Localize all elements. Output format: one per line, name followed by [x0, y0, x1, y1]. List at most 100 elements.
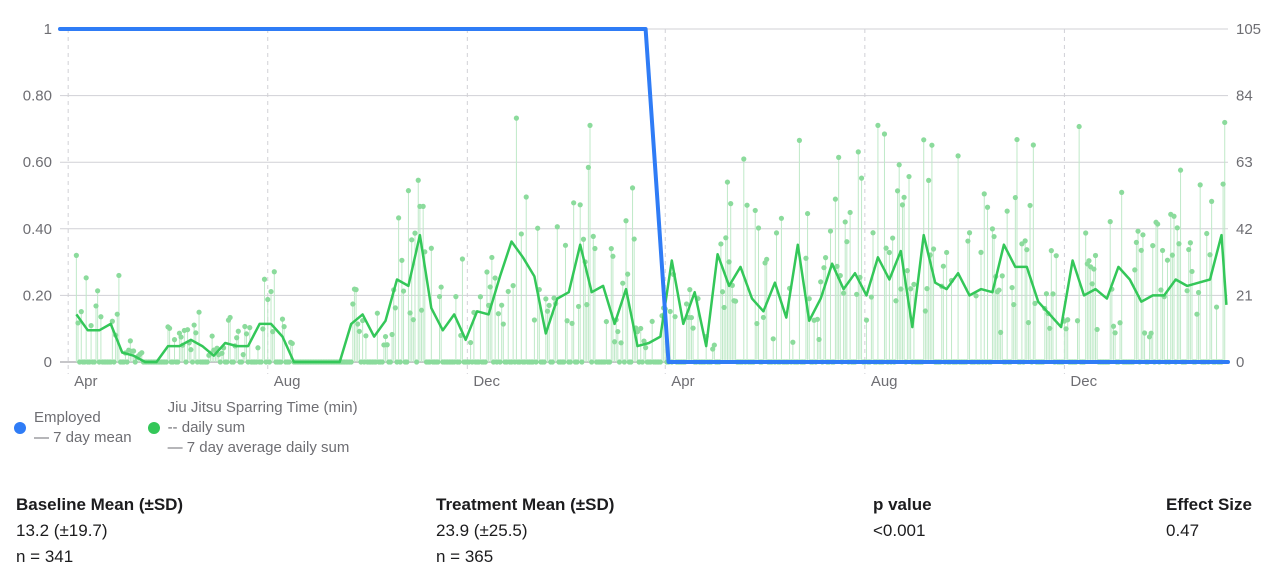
- daily-sum-point: [234, 335, 240, 341]
- daily-sum-point: [616, 359, 623, 365]
- daily-sum-point: [638, 325, 644, 332]
- daily-sum-point: [111, 359, 117, 365]
- daily-sum-point: [930, 246, 937, 252]
- daily-sum-point: [482, 359, 488, 365]
- daily-sum-point: [883, 245, 889, 251]
- daily-sum-point: [389, 331, 395, 338]
- daily-sum-point: [1148, 330, 1154, 336]
- daily-sum-point: [178, 334, 184, 340]
- daily-sum-point: [477, 294, 484, 300]
- daily-sum-point: [803, 255, 809, 261]
- daily-sum-point: [844, 239, 850, 245]
- daily-sum-point: [356, 328, 362, 334]
- daily-sum-point: [348, 359, 354, 365]
- daily-sum-point: [1204, 230, 1210, 237]
- daily-sum-point: [1050, 291, 1056, 297]
- daily-sum-point: [894, 188, 901, 194]
- daily-sum-point: [428, 245, 434, 251]
- daily-sum-point: [1197, 182, 1203, 188]
- daily-sum-point: [350, 301, 356, 307]
- daily-sum-point: [1048, 248, 1054, 254]
- daily-sum-point: [896, 162, 902, 168]
- daily-sum-point: [384, 342, 390, 348]
- daily-sum-point: [1022, 238, 1028, 244]
- daily-sum-point: [592, 245, 598, 252]
- daily-sum-point: [1089, 281, 1095, 287]
- daily-sum-point: [870, 230, 876, 236]
- daily-sum-stems: [75, 118, 1226, 362]
- daily-sum-point: [978, 249, 984, 255]
- daily-sum-point: [1004, 208, 1010, 214]
- daily-sum-point: [188, 347, 194, 353]
- daily-sum-point: [1074, 318, 1081, 324]
- y-right-tick-label: 105: [1236, 21, 1261, 38]
- daily-sum-point: [396, 215, 402, 221]
- daily-sum-point: [1171, 213, 1177, 219]
- daily-sum-point: [649, 318, 655, 325]
- daily-sum-point: [806, 296, 812, 302]
- daily-sum-point: [752, 207, 758, 214]
- daily-sum-point: [1065, 317, 1071, 323]
- daily-sum-point: [688, 314, 695, 321]
- daily-sum-point: [489, 254, 495, 261]
- legend-item-employed[interactable]: Employed — 7 day mean: [14, 398, 132, 458]
- daily-sum-point: [374, 310, 380, 316]
- daily-sum-point: [590, 233, 596, 239]
- y-axis-right: 0 21 42 63 84 105: [1236, 21, 1261, 371]
- daily-sum-point: [966, 230, 973, 236]
- daily-sum-point: [1159, 247, 1166, 254]
- daily-sum-point: [78, 309, 84, 315]
- daily-sum-point: [1091, 266, 1097, 272]
- daily-sum-point: [543, 296, 549, 302]
- daily-sum-point: [579, 359, 585, 365]
- daily-sum-point: [926, 177, 932, 183]
- daily-sum-point: [886, 249, 892, 256]
- daily-sum-point: [996, 287, 1002, 293]
- daily-sum-point: [139, 350, 145, 356]
- daily-sum-point: [955, 153, 961, 159]
- stat-p-value: p value <0.001: [873, 492, 932, 544]
- daily-sum-point: [858, 175, 865, 181]
- daily-sum-point: [399, 257, 405, 263]
- daily-sum-point: [834, 263, 840, 269]
- daily-sum-point: [733, 298, 739, 304]
- x-tick-label: Apr: [74, 373, 97, 390]
- daily-sum-point: [1119, 189, 1125, 195]
- daily-sum-point: [235, 328, 241, 334]
- daily-sum-point: [270, 329, 276, 335]
- y-right-tick-label: 84: [1236, 88, 1253, 105]
- daily-sum-point: [728, 201, 734, 207]
- y-left-tick-label: 0.80: [23, 88, 52, 105]
- daily-sum-point: [510, 283, 516, 289]
- daily-sum-point: [773, 230, 780, 236]
- x-tick-label: Dec: [473, 373, 500, 390]
- daily-sum-point: [561, 359, 567, 365]
- daily-sum-point: [821, 265, 827, 271]
- daily-sum-point: [73, 252, 79, 258]
- daily-sum-point: [672, 314, 678, 320]
- daily-sum-point: [1030, 142, 1036, 148]
- legend-item-jiu-jitsu[interactable]: Jiu Jitsu Sparring Time (min) -- daily s…: [147, 398, 358, 458]
- daily-sum-point: [577, 202, 583, 208]
- daily-sum-point: [392, 305, 398, 311]
- daily-sum-point: [410, 317, 416, 323]
- daily-sum-point: [723, 235, 729, 241]
- legend: Employed — 7 day mean Jiu Jitsu Sparring…: [14, 398, 358, 458]
- daily-sum-point: [929, 142, 935, 148]
- daily-sum-point: [1053, 253, 1059, 259]
- daily-sum-point: [564, 318, 570, 324]
- daily-sum-point: [770, 336, 776, 342]
- daily-sum-point: [247, 325, 253, 331]
- daily-sum-point: [1138, 247, 1144, 253]
- series-lines: [58, 27, 1230, 364]
- y-left-tick-label: 0.20: [23, 287, 52, 304]
- daily-sum-point: [109, 318, 115, 324]
- daily-sum-point: [171, 337, 178, 343]
- daily-sum-point: [183, 359, 189, 365]
- daily-sum-point: [904, 268, 910, 274]
- daily-sum-point: [804, 210, 811, 217]
- daily-sum-point: [575, 303, 582, 310]
- daily-sum-point: [435, 359, 441, 365]
- daily-sum-point: [184, 327, 191, 333]
- daily-sum-point: [1177, 167, 1184, 173]
